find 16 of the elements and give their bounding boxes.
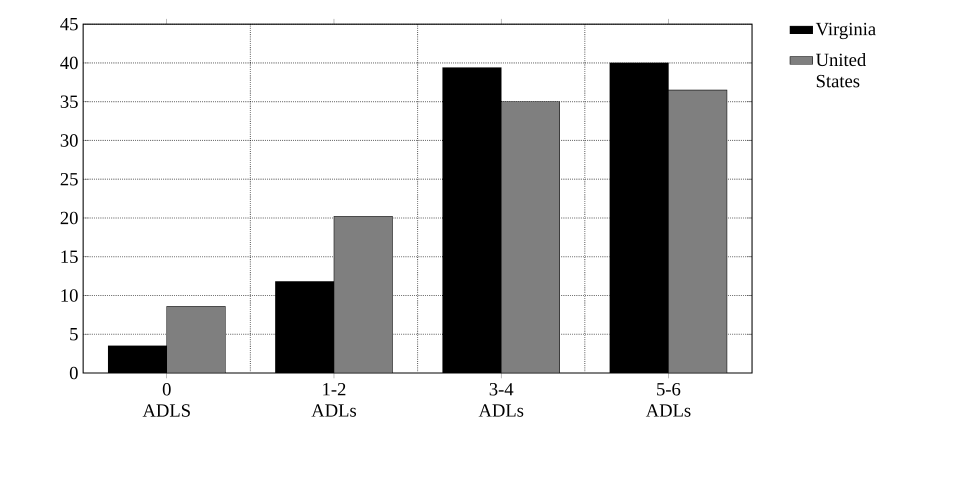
y-tick-label: 30 [60, 134, 78, 147]
x-tick-label: 0 ADLS [142, 383, 190, 418]
y-tick-label: 25 [60, 173, 78, 186]
x-tick-label: 1-2 ADLs [311, 383, 356, 417]
y-tick-label: 35 [60, 96, 78, 108]
legend-label: United States [816, 53, 866, 88]
x-tick-label: 5-6 ADLs [646, 383, 690, 417]
y-tick-label: 40 [60, 56, 78, 70]
y-tick-label: 45 [60, 18, 78, 31]
y-tick-label: 0 [70, 366, 78, 380]
y-tick-label: 20 [60, 212, 78, 224]
y-tick-label: 5 [70, 328, 78, 341]
y-tick-label: 10 [61, 289, 78, 302]
x-tick-label: 3-4 ADLs [478, 383, 524, 417]
y-tick-label: 15 [61, 250, 78, 264]
legend-label: Virginia [816, 23, 876, 40]
